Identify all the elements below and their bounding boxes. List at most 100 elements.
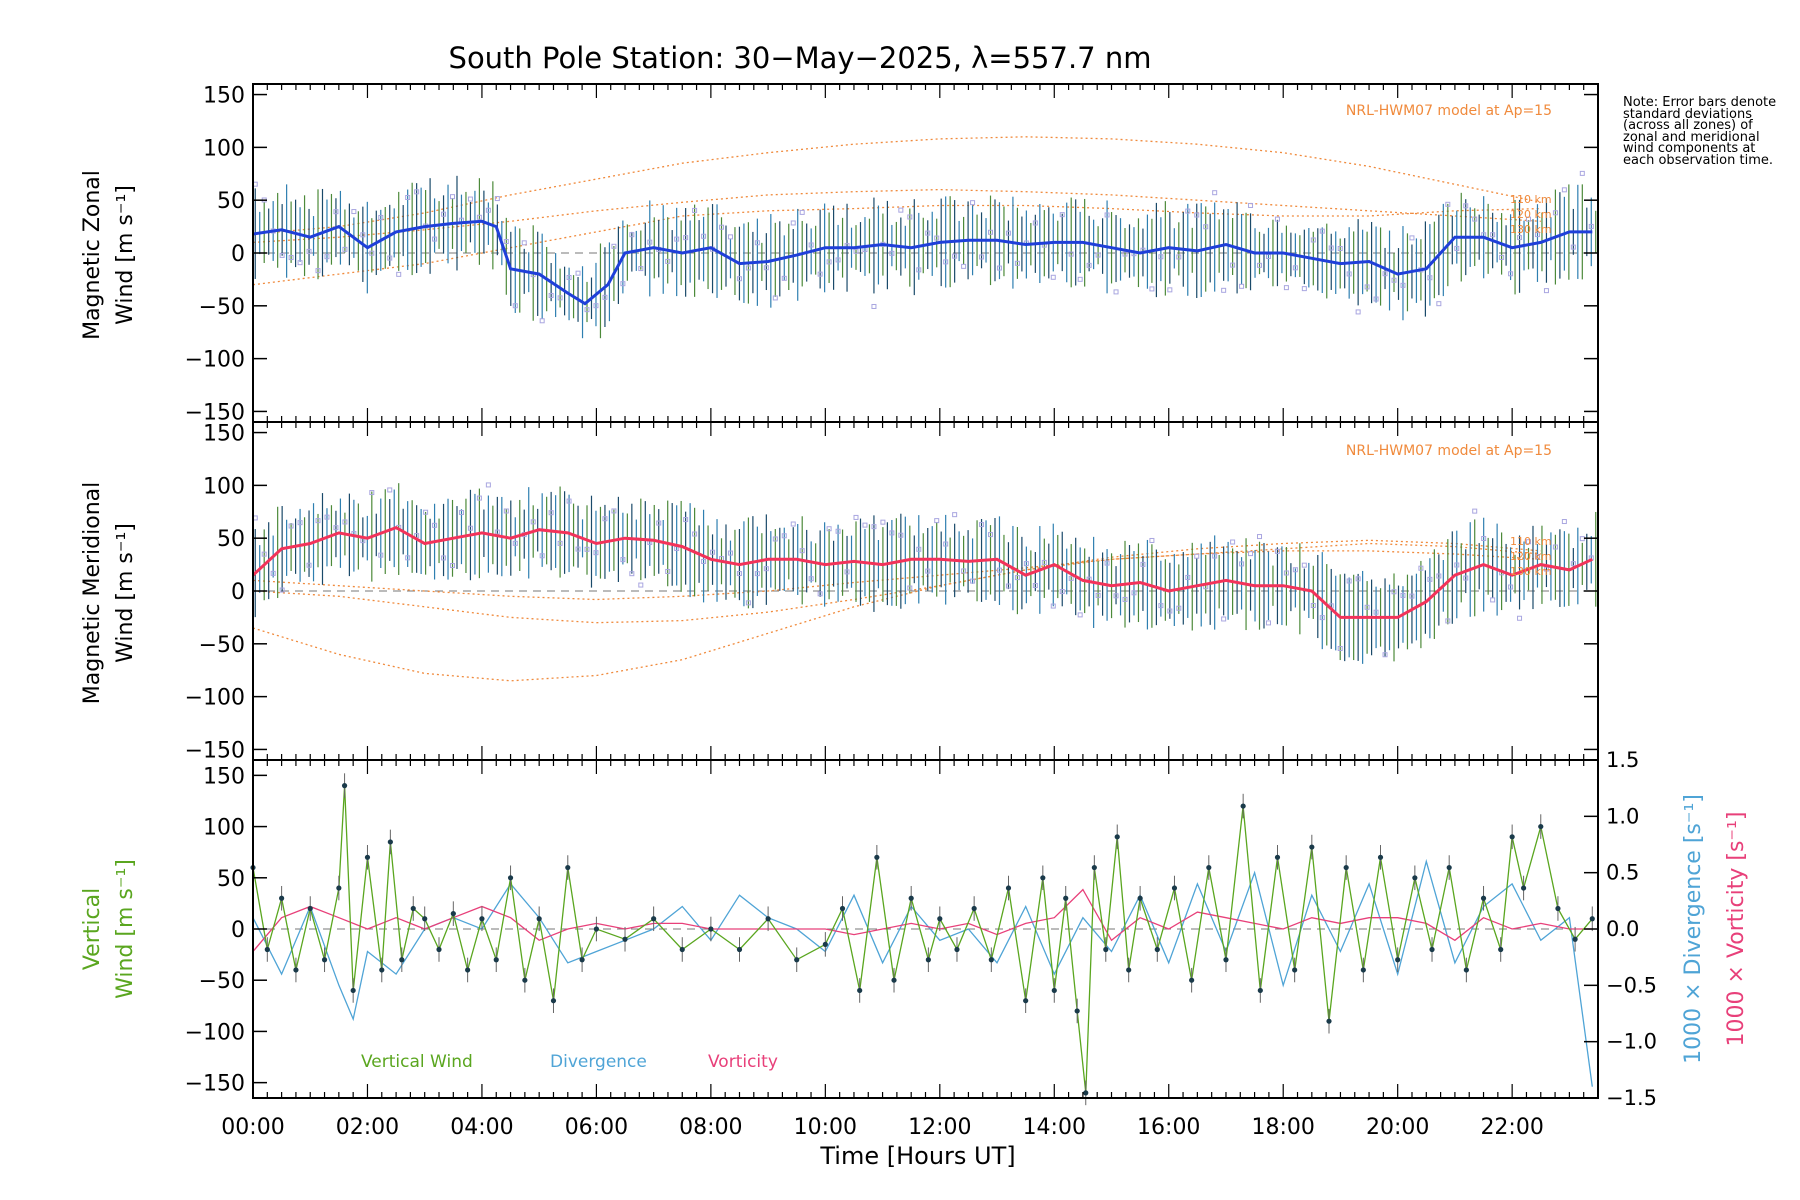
vertical-wind-point <box>1240 803 1246 809</box>
vertical-wind-point <box>708 926 714 932</box>
vertical-wind-point <box>1206 864 1212 871</box>
vertical-wind-line <box>252 785 1593 1093</box>
scatter-point <box>584 307 590 313</box>
vertical-wind-point <box>1326 1018 1332 1024</box>
y-tick-label: 50 <box>217 867 245 892</box>
scatter-point <box>745 600 751 606</box>
scatter-point <box>1499 254 1505 260</box>
scatter-point <box>1427 275 1433 281</box>
scatter-point <box>701 233 707 239</box>
scatter-point <box>1382 652 1388 658</box>
scatter-point <box>566 498 572 504</box>
y-tick-label: 0 <box>231 580 245 605</box>
scatter-point <box>916 267 922 273</box>
vertical-wind-point <box>336 885 342 891</box>
scatter-point <box>530 519 536 525</box>
vertical-wind-point <box>1520 885 1527 891</box>
zonal-model-altitude-110: 110 km <box>1510 193 1552 206</box>
scatter-point <box>1310 237 1316 243</box>
scatter-point <box>996 567 1002 573</box>
vertical-wind-point <box>350 987 356 994</box>
scatter-point <box>324 514 330 520</box>
scatter-point <box>1292 567 1298 573</box>
meridional-ylabel-line2: Wind [m s⁻¹] <box>113 523 138 663</box>
scatter-point <box>1409 593 1415 599</box>
y-tick-label: 0 <box>231 918 245 943</box>
scatter-point <box>1552 544 1558 550</box>
y-tick-label: 100 <box>203 474 245 499</box>
scatter-point <box>1445 201 1451 207</box>
vertical-wind-point <box>1040 875 1046 881</box>
scatter-point <box>1561 187 1567 193</box>
scatter-point <box>952 512 958 518</box>
scatter-point <box>1283 285 1289 291</box>
scatter-point <box>1194 553 1200 559</box>
scatter-point <box>1248 202 1254 208</box>
vertical-wind-point <box>988 957 994 963</box>
scatter-point <box>1149 286 1155 292</box>
scatter-point <box>1131 590 1137 596</box>
scatter-point <box>494 529 500 535</box>
scatter-point <box>799 209 805 215</box>
y-tick-label: −150 <box>185 1072 245 1097</box>
y-tick-label: −150 <box>185 400 245 425</box>
scatter-point <box>665 258 671 264</box>
vertical-wind-point <box>651 916 657 922</box>
scatter-point <box>1445 618 1451 624</box>
vertical-wind-point <box>422 916 428 922</box>
vertical-wind-point <box>436 946 442 953</box>
y-tick-label: 150 <box>203 84 245 109</box>
scatter-point <box>727 234 733 240</box>
vertical-wind-point <box>1114 834 1120 840</box>
scatter-point <box>943 541 949 547</box>
scatter-point <box>476 495 482 501</box>
scatter-point <box>467 525 473 531</box>
scatter-point <box>342 246 348 252</box>
scatter-point <box>351 209 357 215</box>
scatter-point <box>1391 589 1397 595</box>
meridional-model-altitude-120: 120 km <box>1510 550 1552 563</box>
vertical-wind-point <box>493 957 499 963</box>
scatter-point <box>1301 286 1307 292</box>
vertical-wind-point <box>679 946 685 953</box>
zonal-model-altitude-120: 120 km <box>1510 208 1552 221</box>
vertical-wind-point <box>857 987 863 994</box>
scatter-point <box>1400 282 1406 288</box>
scatter-point <box>1328 245 1334 251</box>
scatter-point <box>279 587 285 593</box>
scatter-point <box>871 524 877 530</box>
scatter-point <box>620 557 626 563</box>
meridional-model-label: NRL-HWM07 model at Ap=15 <box>1346 443 1552 459</box>
scatter-point <box>1167 608 1173 614</box>
scatter-point <box>584 546 590 552</box>
scatter-point <box>1158 603 1164 609</box>
scatter-point <box>1077 276 1083 282</box>
scatter-point <box>656 520 662 526</box>
scatter-point <box>611 243 617 249</box>
scatter-point <box>1490 232 1496 238</box>
scatter-point <box>754 240 760 246</box>
scatter-point <box>324 254 330 260</box>
scatter-point <box>1265 620 1271 626</box>
scatter-point <box>710 549 716 555</box>
scatter-point <box>1508 584 1514 590</box>
scatter-point <box>638 582 644 588</box>
scatter-point <box>1239 561 1245 567</box>
scatter-point <box>333 209 339 215</box>
vertical-wind-point <box>379 967 385 973</box>
scatter-point <box>1508 271 1514 277</box>
scatter-point <box>1176 605 1182 611</box>
vertical-wind-point <box>410 905 416 912</box>
legend-divergence: Divergence <box>550 1052 647 1072</box>
scatter-point <box>557 295 563 301</box>
scatter-point <box>772 295 778 301</box>
zonal-ylabel-line2: Wind [m s⁻¹] <box>113 185 138 325</box>
scatter-point <box>647 239 653 245</box>
vertical-wind-point <box>1274 854 1281 860</box>
vertical-wind-point <box>1154 946 1160 953</box>
scatter-point <box>270 570 276 576</box>
scatter-point <box>387 487 393 493</box>
scatter-point <box>1068 575 1074 581</box>
scatter-point <box>808 242 814 248</box>
scatter-point <box>279 252 285 258</box>
